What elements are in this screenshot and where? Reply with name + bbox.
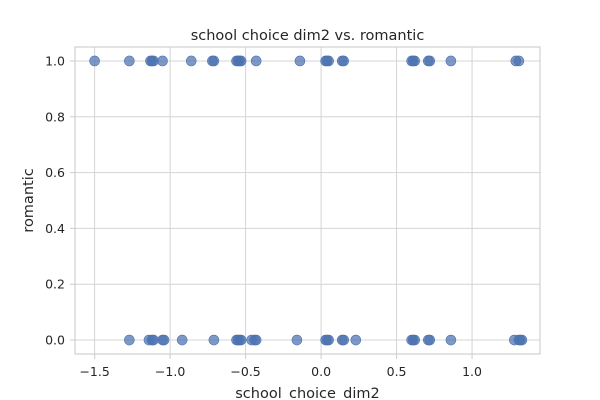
y-tick-label: 0.6 (45, 165, 65, 180)
x-tick-label: 0.5 (387, 364, 407, 379)
y-tick-label: 0.4 (45, 221, 65, 236)
x-axis-label: school_choice_dim2 (235, 386, 380, 400)
scatter-point (124, 55, 135, 67)
grid-lines (75, 47, 540, 354)
scatter-point (250, 55, 262, 67)
scatter-point (323, 334, 334, 346)
x-tick-label: −1.0 (155, 364, 185, 379)
axis-ticks: −1.5 −1.0 −0.5 0.0 0.5 1.0 0.0 0.2 0.4 0.6 0.8 1.0 (45, 53, 482, 379)
scatter-point (424, 334, 436, 346)
y-tick-label: 1.0 (45, 53, 65, 68)
scatter-point (235, 334, 247, 346)
scatter-point (158, 334, 170, 346)
x-tick-label: 1.0 (462, 364, 482, 379)
scatter-point (424, 55, 436, 67)
scatter-point (89, 55, 100, 67)
scatter-point (157, 55, 168, 67)
scatter-point (176, 334, 188, 346)
x-tick-label: 0.0 (311, 364, 331, 379)
scatter-point (409, 55, 420, 67)
scatter-point (338, 334, 350, 346)
y-tick-label: 0.2 (45, 277, 65, 292)
scatter-point (409, 334, 420, 346)
scatter-point (294, 55, 306, 67)
scatter-point (250, 334, 262, 346)
scatter-point (445, 334, 457, 346)
scatter-point (323, 55, 334, 67)
y-tick-label: 0.0 (45, 333, 65, 348)
plot-frame (74, 46, 541, 355)
scatter-point (208, 55, 220, 67)
scatter-point (124, 334, 135, 346)
scatter-point (148, 334, 159, 346)
chart-title: school choice dim2 vs. romantic (191, 28, 425, 44)
scatter-point (513, 55, 525, 67)
x-tick-label: −1.5 (79, 364, 109, 379)
data-points (89, 55, 528, 346)
y-axis-label: romantic (21, 168, 37, 232)
scatter-point (291, 334, 303, 346)
y-tick-label: 0.8 (45, 109, 65, 124)
scatter-point (208, 334, 220, 346)
scatter-point (445, 55, 457, 67)
scatter-point (148, 55, 159, 67)
scatter-point (516, 334, 528, 346)
scatter-point (338, 55, 350, 67)
scatter-point (235, 55, 247, 67)
x-tick-label: −0.5 (230, 364, 260, 379)
scatter-point (185, 55, 197, 67)
scatter-point (350, 334, 362, 346)
